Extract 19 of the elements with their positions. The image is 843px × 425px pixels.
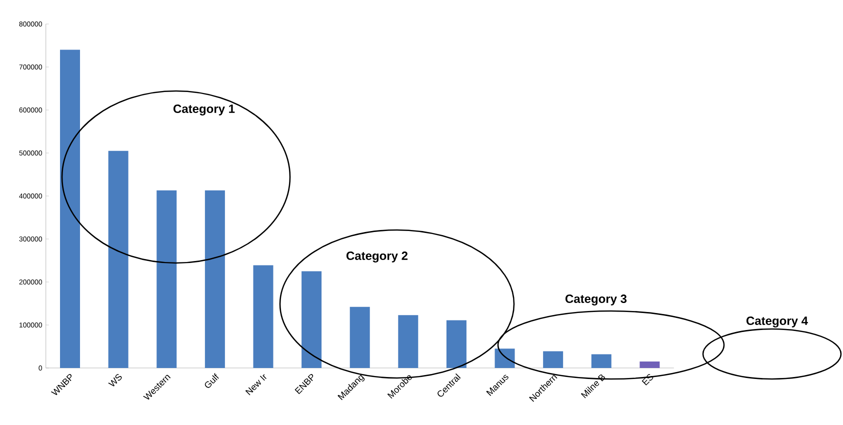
bar bbox=[398, 315, 418, 368]
x-tick-label: WS bbox=[108, 374, 122, 386]
bar bbox=[350, 306, 370, 368]
bar bbox=[60, 50, 80, 368]
bar bbox=[302, 271, 322, 368]
bar bbox=[204, 190, 225, 368]
annotation: Category 1 bbox=[173, 104, 235, 116]
bar bbox=[253, 265, 274, 368]
bar bbox=[640, 362, 660, 368]
bar bbox=[156, 190, 177, 368]
annotation: Category 3 bbox=[565, 294, 627, 306]
text: Category 4 bbox=[746, 316, 808, 328]
bar bbox=[446, 320, 466, 368]
bar bbox=[494, 348, 515, 368]
bar bbox=[543, 351, 564, 368]
bar bbox=[591, 354, 612, 368]
bar bbox=[108, 150, 128, 368]
annotation: Category 2 bbox=[346, 252, 408, 262]
x-tick-label: Gulf bbox=[204, 373, 219, 388]
